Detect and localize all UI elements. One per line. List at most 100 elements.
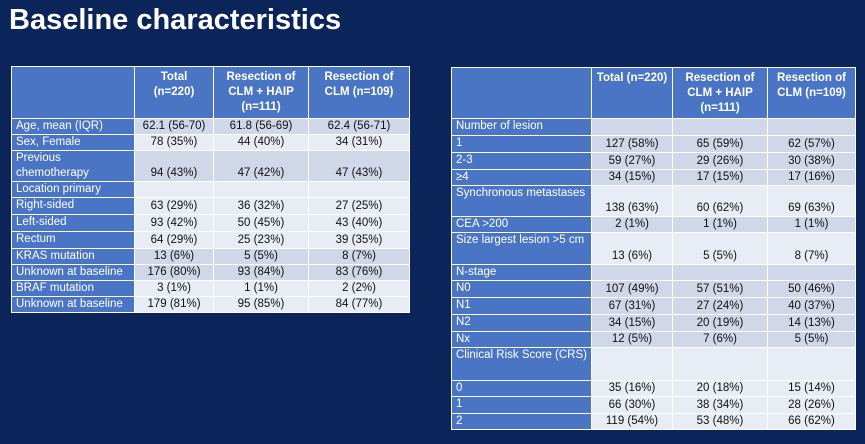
value-cell: 27 (25%) (308, 197, 410, 215)
value-cell: 5 (5%) (672, 232, 768, 265)
left-table: Total (n=220) Resection of CLM + HAIP (n=… (11, 66, 410, 313)
table-row: N1 67 (31%) 27 (24%) 40 (37%) (451, 297, 856, 315)
table-row: Number of lesion (451, 118, 856, 136)
value-cell: 65 (59%) (672, 135, 768, 153)
slide-title: Baseline characteristics (9, 4, 342, 36)
value-cell: 30 (38%) (767, 152, 856, 170)
table-row: Nx 12 (5%) 7 (6%) 5 (5%) (451, 331, 856, 348)
header-cell: Resection of CLM (n=109) (308, 66, 410, 119)
value-cell: 93 (42%) (134, 214, 214, 232)
header-cell: Total (n=220) (591, 67, 673, 119)
row-label: Unknown at baseline (11, 264, 135, 281)
row-label: N2 (451, 314, 592, 332)
value-cell (672, 264, 768, 281)
value-cell: 8 (7%) (308, 248, 410, 265)
row-label: KRAS mutation (11, 248, 135, 265)
value-cell (672, 347, 768, 381)
header-cell: Total (n=220) (134, 66, 214, 119)
row-label: CEA >200 (451, 216, 592, 233)
value-cell: 127 (58%) (591, 135, 673, 153)
table-row: Synchronous metastases 138 (63%) 60 (62%) 6… (451, 185, 856, 217)
value-cell: 53 (48%) (672, 413, 768, 430)
table-row: N0 107 (49%) 57 (51%) 50 (46%) (451, 280, 856, 298)
value-cell: 14 (13%) (767, 314, 856, 332)
row-label: N0 (451, 280, 592, 298)
table-row: Right-sided 63 (29%) 36 (32%) 27 (25%) (11, 197, 410, 215)
row-label: 2-3 (451, 152, 592, 170)
value-cell: 27 (24%) (672, 297, 768, 315)
row-label: Synchronous metastases (451, 185, 592, 217)
table-row: 1 127 (58%) 65 (59%) 62 (57%) (451, 135, 856, 153)
row-label: Left-sided (11, 214, 135, 232)
table-row: Unknown at baseline 176 (80%) 93 (84%) 83 (… (11, 264, 410, 281)
value-cell: 94 (43%) (134, 150, 214, 182)
value-cell: 20 (18%) (672, 380, 768, 397)
value-cell: 63 (29%) (134, 197, 214, 215)
value-cell (308, 181, 410, 198)
value-cell (591, 347, 673, 381)
value-cell: 61.8 (56-69) (213, 118, 309, 135)
value-cell: 15 (14%) (767, 380, 856, 397)
value-cell: 34 (15%) (591, 314, 673, 332)
table-row: CEA >200 2 (1%) 1 (1%) 1 (1%) (451, 216, 856, 233)
table-row: Location primary (11, 181, 410, 198)
value-cell: 36 (32%) (213, 197, 309, 215)
table-row: ≥4 34 (15%) 17 (15%) 17 (16%) (451, 169, 856, 186)
row-label: Nx (451, 331, 592, 348)
table-row: 1 66 (30%) 38 (34%) 28 (26%) (451, 396, 856, 414)
table-row: Sex, Female 78 (35%) 44 (40%) 34 (31%) (11, 134, 410, 151)
value-cell: 3 (1%) (134, 280, 214, 297)
value-cell: 38 (34%) (672, 396, 768, 414)
value-cell: 43 (40%) (308, 214, 410, 232)
table-row: N-stage (451, 264, 856, 281)
row-label: Sex, Female (11, 134, 135, 151)
value-cell: 20 (19%) (672, 314, 768, 332)
value-cell: 69 (63%) (767, 185, 856, 217)
table-row: Clinical Risk Score (CRS) (451, 347, 856, 381)
value-cell: 8 (7%) (767, 232, 856, 265)
value-cell (767, 264, 856, 281)
value-cell: 1 (1%) (672, 216, 768, 233)
table-row: 2 119 (54%) 53 (48%) 66 (62%) (451, 413, 856, 430)
value-cell: 95 (85%) (213, 296, 309, 313)
row-label: Unknown at baseline (11, 296, 135, 313)
value-cell: 47 (42%) (213, 150, 309, 182)
value-cell (591, 264, 673, 281)
value-cell: 47 (43%) (308, 150, 410, 182)
row-label: 1 (451, 396, 592, 414)
value-cell: 50 (46%) (767, 280, 856, 298)
header-row: Total (n=220) Resection of CLM + HAIP (n=… (451, 67, 856, 119)
value-cell: 62.4 (56-71) (308, 118, 410, 135)
row-label: Size largest lesion >5 cm (451, 232, 592, 265)
value-cell: 1 (1%) (213, 280, 309, 297)
value-cell: 50 (45%) (213, 214, 309, 232)
header-cell (11, 66, 135, 119)
value-cell: 1 (1%) (767, 216, 856, 233)
row-label: N-stage (451, 264, 592, 281)
row-label: Age, mean (IQR) (11, 118, 135, 135)
value-cell (672, 118, 768, 136)
table-row: 2-3 59 (27%) 29 (26%) 30 (38%) (451, 152, 856, 170)
value-cell: 67 (31%) (591, 297, 673, 315)
value-cell: 62 (57%) (767, 135, 856, 153)
row-label: Rectum (11, 231, 135, 249)
value-cell: 34 (31%) (308, 134, 410, 151)
header-cell (451, 67, 592, 119)
table-row: Unknown at baseline 179 (81%) 95 (85%) 84 (… (11, 296, 410, 313)
row-label: Number of lesion (451, 118, 592, 136)
value-cell: 25 (23%) (213, 231, 309, 249)
table-row: BRAF mutation 3 (1%) 1 (1%) 2 (2%) (11, 280, 410, 297)
value-cell: 13 (6%) (134, 248, 214, 265)
value-cell (767, 118, 856, 136)
value-cell: 2 (1%) (591, 216, 673, 233)
value-cell: 44 (40%) (213, 134, 309, 151)
value-cell: 12 (5%) (591, 331, 673, 348)
value-cell: 7 (6%) (672, 331, 768, 348)
row-label: ≥4 (451, 169, 592, 186)
value-cell: 13 (6%) (591, 232, 673, 265)
value-cell: 29 (26%) (672, 152, 768, 170)
value-cell: 176 (80%) (134, 264, 214, 281)
table-row: Previous chemotherapy 94 (43%) 47 (42%) 47 … (11, 150, 410, 182)
value-cell (591, 118, 673, 136)
